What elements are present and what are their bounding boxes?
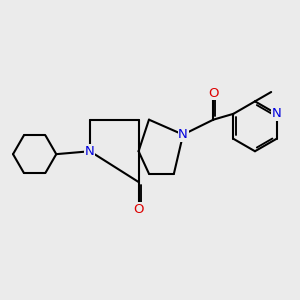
Text: N: N xyxy=(272,107,281,120)
Text: N: N xyxy=(85,145,95,158)
Text: O: O xyxy=(133,203,144,216)
Text: N: N xyxy=(85,145,95,158)
Text: N: N xyxy=(178,128,188,141)
Text: O: O xyxy=(208,86,219,100)
